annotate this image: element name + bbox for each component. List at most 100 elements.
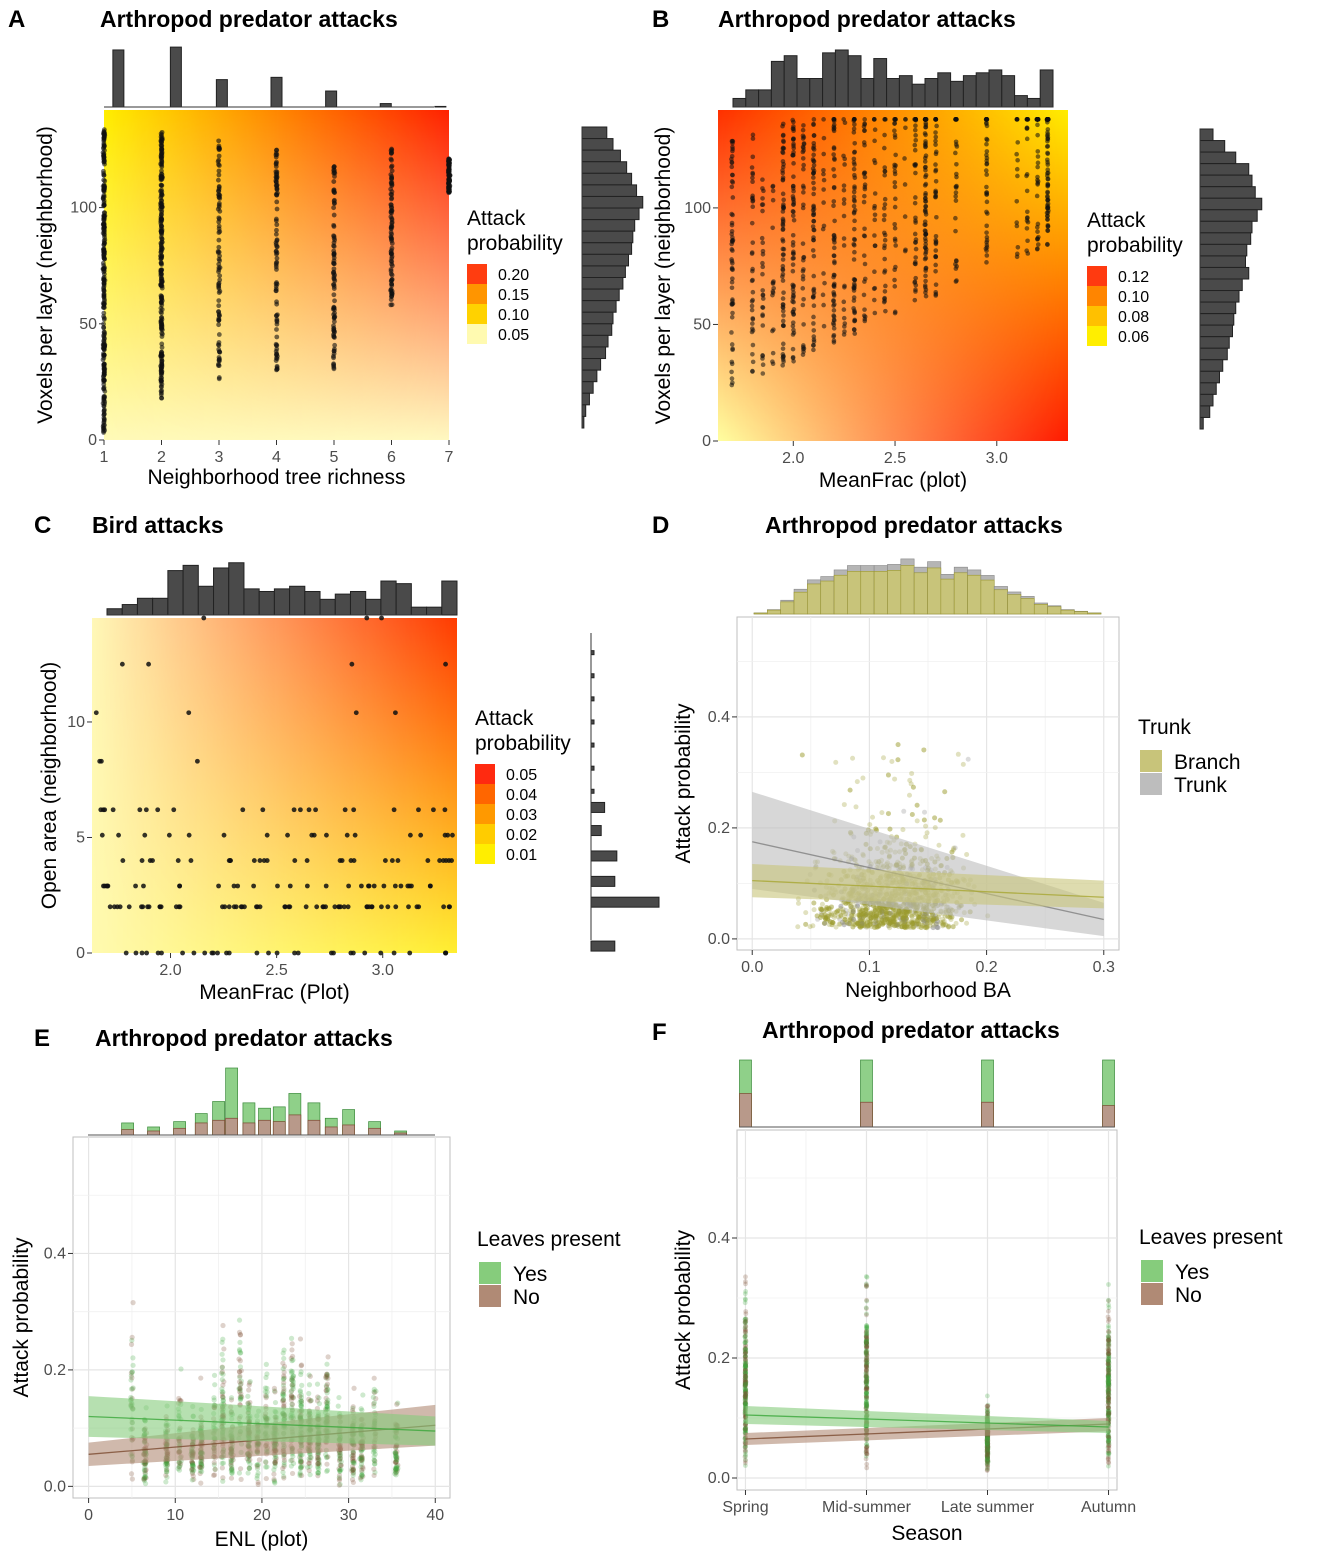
data-point xyxy=(910,784,916,790)
data-point xyxy=(985,211,990,216)
data-point xyxy=(984,223,989,229)
data-point xyxy=(923,117,929,122)
data-point xyxy=(332,200,337,206)
x-tick-label: 2.5 xyxy=(265,962,287,979)
top-hist-bar xyxy=(860,78,875,108)
data-point xyxy=(780,304,786,310)
data-point xyxy=(389,858,395,863)
data-point xyxy=(880,755,886,761)
data-point xyxy=(912,297,918,303)
data-point xyxy=(892,776,898,782)
data-point xyxy=(923,278,928,284)
data-point xyxy=(750,179,755,185)
data-point xyxy=(893,243,898,248)
data-point xyxy=(923,273,928,279)
data-point xyxy=(760,371,766,376)
top-hist-bar xyxy=(783,55,798,108)
data-point xyxy=(780,246,786,252)
data-point xyxy=(112,904,117,910)
data-point xyxy=(801,322,806,327)
data-point xyxy=(800,136,806,141)
top-hist-bar xyxy=(215,79,228,108)
data-point xyxy=(1035,174,1040,180)
data-point xyxy=(274,343,279,348)
data-point xyxy=(216,322,222,328)
data-point xyxy=(159,381,165,387)
right-hist-bar xyxy=(581,300,617,313)
data-point xyxy=(159,950,164,956)
data-point xyxy=(770,359,775,364)
panel-title: Arthropod predator attacks xyxy=(95,1025,393,1051)
data-point xyxy=(730,346,735,352)
data-point xyxy=(892,236,898,242)
data-point xyxy=(159,201,164,207)
data-point xyxy=(922,208,928,214)
data-point xyxy=(760,313,765,319)
right-hist-bar xyxy=(581,230,634,244)
data-point xyxy=(803,910,809,916)
data-point xyxy=(291,807,297,813)
data-point xyxy=(159,212,164,218)
top-hist-bar-branch xyxy=(820,580,835,615)
x-tick-label: 2.5 xyxy=(884,450,906,467)
data-point xyxy=(100,196,106,202)
data-point xyxy=(887,826,893,832)
right-hist-bar xyxy=(590,850,618,862)
data-point xyxy=(791,299,796,305)
data-point xyxy=(872,310,878,316)
data-point xyxy=(101,315,107,321)
data-point xyxy=(398,883,404,889)
data-point xyxy=(379,615,384,621)
data-point xyxy=(852,186,857,191)
top-hist-bar-branch xyxy=(833,574,848,615)
data-point xyxy=(912,142,918,148)
data-point xyxy=(861,253,867,258)
data-point xyxy=(862,279,867,284)
data-point xyxy=(101,291,107,297)
data-point xyxy=(841,183,847,188)
data-point xyxy=(389,223,395,229)
data-point xyxy=(781,313,786,318)
data-point xyxy=(872,138,877,144)
data-point xyxy=(101,333,107,339)
data-point xyxy=(159,344,165,350)
data-point xyxy=(811,342,816,348)
data-point xyxy=(215,177,221,183)
data-point xyxy=(1024,173,1029,179)
data-point xyxy=(216,256,222,262)
y-axis-label: Attack probability xyxy=(672,703,695,863)
data-point xyxy=(892,277,897,283)
data-point xyxy=(923,284,928,290)
data-point xyxy=(209,950,215,956)
data-point xyxy=(851,194,857,200)
data-point xyxy=(872,160,878,166)
data-point xyxy=(821,920,827,926)
data-point xyxy=(274,366,280,372)
y-tick-label: 50 xyxy=(79,316,97,333)
legend-swatch xyxy=(475,844,495,864)
data-point xyxy=(800,286,806,291)
x-tick-label: 6 xyxy=(387,449,396,466)
data-point xyxy=(362,950,368,956)
data-point xyxy=(933,142,938,147)
data-point xyxy=(176,1463,182,1470)
data-point xyxy=(331,188,337,194)
right-hist-bar xyxy=(1199,255,1246,268)
data-point xyxy=(274,299,279,305)
data-point xyxy=(130,1355,136,1361)
data-point xyxy=(871,117,877,122)
legend-title: Trunk xyxy=(1138,716,1191,739)
data-point xyxy=(729,222,735,228)
data-point xyxy=(841,213,847,219)
data-point xyxy=(369,904,375,910)
data-point xyxy=(350,950,356,956)
data-point xyxy=(120,858,126,863)
data-point xyxy=(923,191,928,196)
data-point xyxy=(872,297,877,303)
data-point xyxy=(821,177,827,183)
data-point xyxy=(331,260,336,266)
right-hist-bar xyxy=(1199,301,1237,315)
data-point xyxy=(791,152,796,158)
data-point xyxy=(331,169,337,175)
data-point xyxy=(770,183,776,189)
